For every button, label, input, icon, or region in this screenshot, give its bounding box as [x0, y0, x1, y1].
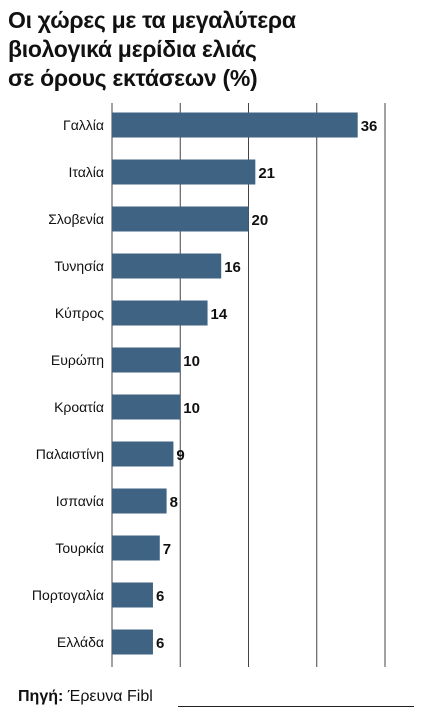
category-label: Σλοβενία [48, 211, 104, 227]
category-label: Ιταλία [68, 164, 104, 180]
value-label: 36 [361, 118, 378, 135]
value-label: 9 [176, 447, 184, 464]
bar [112, 159, 256, 185]
source-label: Πηγή: [18, 688, 64, 705]
value-label: 20 [252, 212, 269, 229]
bar [112, 488, 167, 514]
category-label: Ελλάδα [57, 634, 104, 650]
bar [112, 629, 153, 655]
value-label: 10 [183, 400, 200, 417]
bar [112, 112, 358, 138]
category-label: Τυνησία [54, 258, 104, 274]
value-label: 7 [163, 541, 171, 558]
category-label: Κροατία [54, 399, 104, 415]
bar [112, 347, 181, 373]
chart-title: Οι χώρες με τα μεγαλύτερα βιολογικά μερί… [8, 6, 418, 93]
value-label: 21 [258, 165, 275, 182]
category-label: Παλαιστίνη [36, 446, 104, 462]
value-label: 14 [211, 306, 228, 323]
bar [112, 253, 222, 279]
value-label: 16 [224, 259, 241, 276]
value-label: 6 [156, 635, 164, 652]
bar [112, 394, 181, 420]
category-label: Ευρώπη [51, 352, 104, 368]
value-label: 10 [183, 353, 200, 370]
category-label: Ισπανία [56, 493, 104, 509]
category-label: Γαλλία [63, 117, 104, 133]
category-label: Τουρκία [55, 540, 104, 556]
chart-title-line-1: Οι χώρες με τα μεγαλύτερα [8, 7, 296, 33]
source-rule [178, 706, 414, 707]
value-label: 8 [170, 494, 178, 511]
chart-title-line-3: σε όρους εκτάσεων (%) [8, 65, 258, 91]
bar [112, 206, 249, 232]
category-label: Κύπρος [55, 305, 104, 321]
bar [112, 441, 174, 467]
bar [112, 582, 153, 608]
value-label: 6 [156, 588, 164, 605]
category-label: Πορτογαλία [32, 587, 104, 603]
bar [112, 535, 160, 561]
bar [112, 300, 208, 326]
source-note: Πηγή: Έρευνα Fibl [18, 688, 153, 706]
chart-title-line-2: βιολογικά μερίδια ελιάς [8, 36, 257, 62]
source-text: Έρευνα Fibl [63, 688, 153, 705]
